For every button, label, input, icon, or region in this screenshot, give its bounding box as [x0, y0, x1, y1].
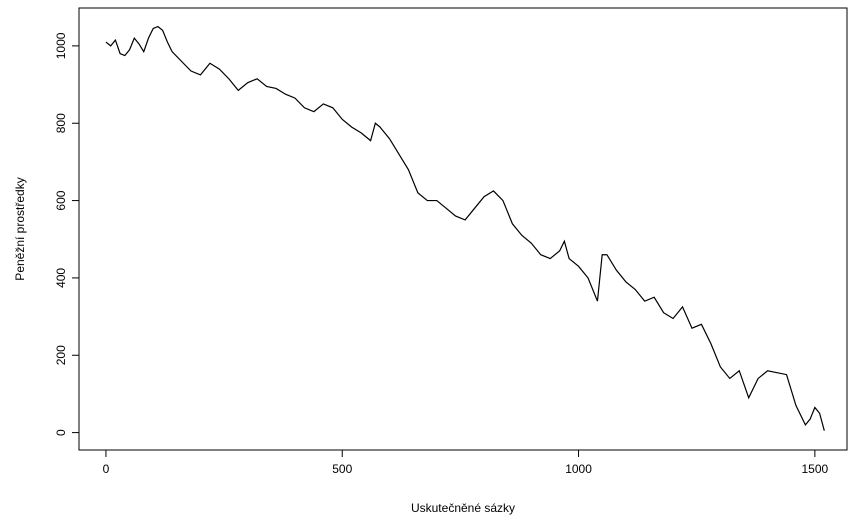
data-line — [105, 25, 825, 431]
y-tick-label: 1000 — [54, 32, 68, 59]
y-tick-label: 800 — [54, 113, 68, 133]
y-axis-label: Peněžní prostředky — [13, 177, 27, 280]
x-tick-label: 1500 — [802, 462, 829, 476]
y-tick-label: 200 — [54, 345, 68, 365]
y-tick-label: 400 — [54, 268, 68, 288]
plot-frame — [78, 7, 848, 451]
x-tick-label: 1000 — [565, 462, 592, 476]
x-tick-label: 500 — [332, 462, 352, 476]
x-axis-label: Uskutečněné sázky — [411, 501, 515, 515]
x-tick-label: 0 — [103, 462, 110, 476]
y-tick-label: 600 — [54, 190, 68, 210]
y-tick-label: 0 — [54, 429, 68, 436]
